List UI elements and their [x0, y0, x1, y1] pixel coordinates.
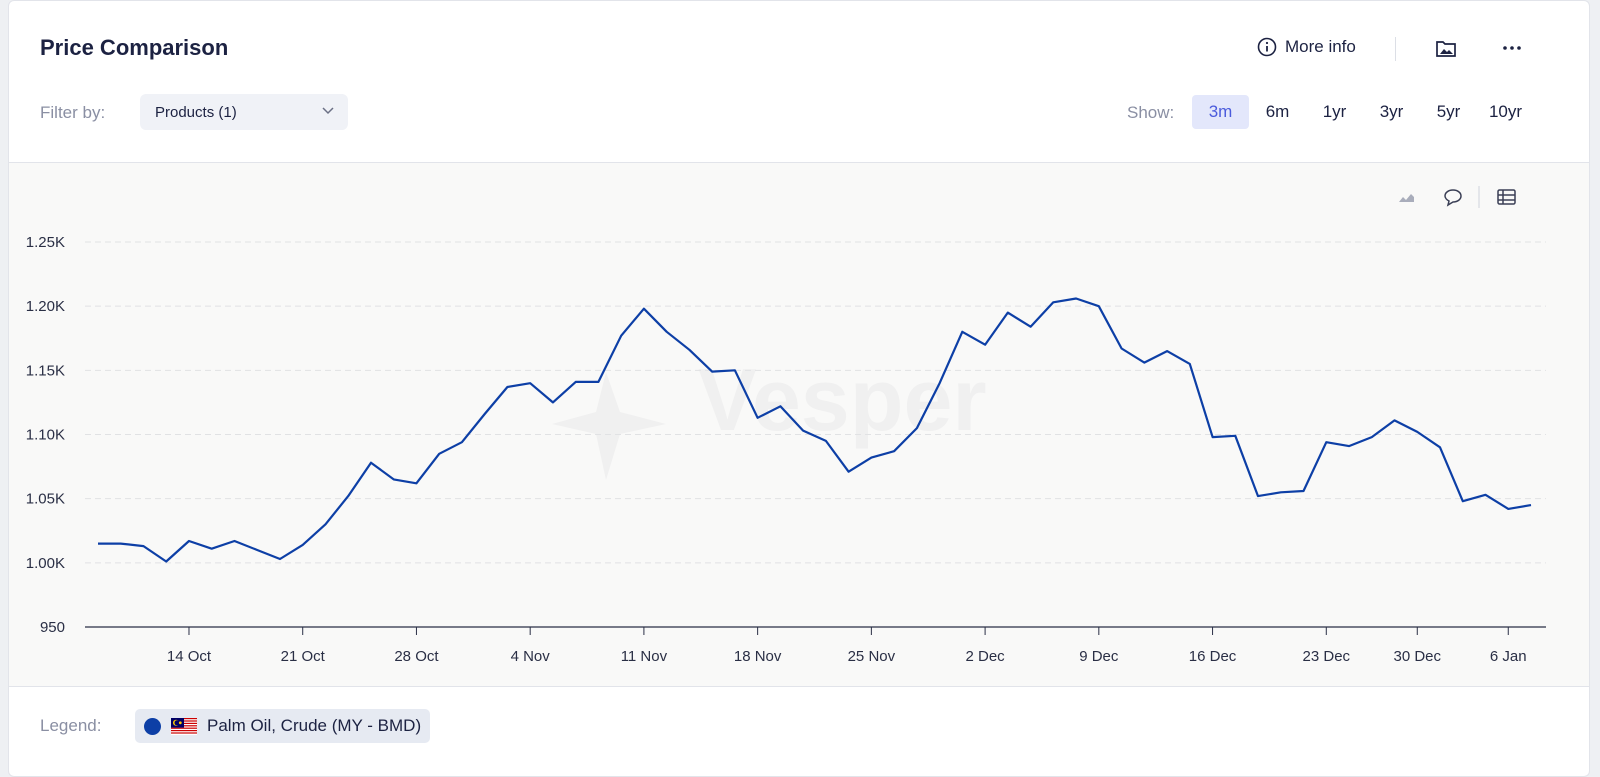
info-icon [1257, 37, 1277, 57]
legend-label: Legend: [40, 716, 102, 735]
filter-label: Filter by: [40, 103, 106, 122]
x-tick-label: 18 Nov [734, 648, 782, 665]
menu-icon[interactable] [1501, 37, 1523, 59]
show-label: Show: [1127, 103, 1175, 122]
x-tick-label: 2 Dec [966, 648, 1006, 665]
y-tick-label: 1.25K [26, 234, 65, 251]
range-button[interactable]: 3m [1192, 95, 1249, 129]
y-tick-label: 950 [40, 619, 65, 636]
range-button[interactable]: 3yr [1379, 102, 1404, 121]
toolbar [1398, 186, 1516, 208]
legend-text: Palm Oil, Crude (MY - BMD) [207, 716, 422, 735]
dropdown-text: Products (1) [155, 103, 237, 121]
title: Price Comparison [40, 35, 229, 60]
y-tick-label: 1.20K [26, 298, 65, 315]
range-button[interactable]: 1yr [1322, 102, 1347, 121]
range-button[interactable]: 6m [1265, 102, 1290, 121]
separator [1395, 37, 1396, 61]
flag-icon [171, 717, 197, 735]
x-tick-label: 16 Dec [1189, 648, 1237, 665]
x-tick-label: 23 Dec [1303, 648, 1351, 665]
x-tick-label: 30 Dec [1394, 648, 1442, 665]
more-info[interactable]: More info [1257, 37, 1356, 57]
range-button[interactable]: 5yr [1436, 102, 1461, 121]
chart: Vesper 950 1.00K 1.05K 1.10K 1.15K 1.20K 1.25K… [26, 186, 1546, 665]
x-tick-label: 28 Oct [394, 648, 439, 665]
chart-type-icon[interactable] [1398, 194, 1414, 203]
x-tick-label: 21 Oct [281, 648, 326, 665]
watermark-text: Vesper [698, 350, 987, 449]
x-tick-label: 25 Nov [848, 648, 896, 665]
chart-area: Vesper 950 1.00K 1.05K 1.10K 1.15K 1.20K 1.25K… [9, 162, 1589, 687]
watermark: Vesper [552, 350, 987, 480]
range-button[interactable]: 10yr [1488, 102, 1523, 121]
card: Price Comparison More info Filter by: Pr… [8, 0, 1590, 777]
x-tick-label: 11 Nov [621, 648, 668, 665]
table-icon[interactable] [1497, 189, 1516, 205]
y-tick-label: 1.05K [26, 491, 65, 508]
x-tick-label: 6 Jan [1490, 648, 1527, 665]
price-line [98, 297, 1532, 563]
table-icon-lines [1498, 190, 1515, 204]
x-tick-label: 9 Dec [1079, 648, 1119, 665]
x-tick-label: 4 Nov [511, 648, 551, 665]
range-buttons: 3m 6m 1yr 3yr 5yr 10yr [1192, 95, 1534, 129]
legend-swatch [144, 717, 161, 735]
y-tick-label: 1.10K [26, 427, 65, 444]
chevron [322, 107, 334, 115]
y-tick-label: 1.15K [26, 362, 65, 379]
y-tick-label: 1.00K [26, 555, 65, 572]
legend-item[interactable]: Palm Oil, Crude (MY - BMD) [135, 709, 431, 743]
image-icon[interactable] [1435, 37, 1457, 59]
more-info-text: More info [1285, 37, 1356, 56]
products-dropdown[interactable]: Products (1) [140, 94, 348, 130]
x-tick-label: 14 Oct [167, 648, 212, 665]
comment-icon[interactable] [1444, 189, 1462, 207]
